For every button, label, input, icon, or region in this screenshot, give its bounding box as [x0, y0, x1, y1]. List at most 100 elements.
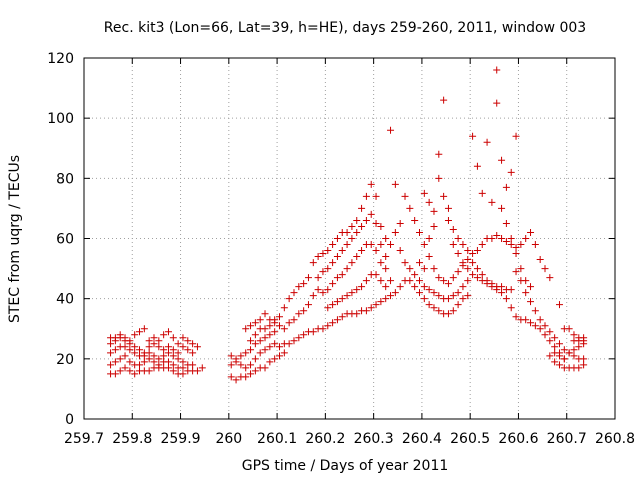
data-point [454, 268, 462, 276]
data-point [493, 66, 501, 74]
data-point [411, 271, 419, 279]
data-point [314, 274, 322, 282]
data-point [377, 241, 385, 249]
data-point [300, 331, 308, 339]
data-point [502, 295, 510, 303]
data-point [164, 349, 172, 357]
data-point [150, 358, 158, 366]
data-point [478, 241, 486, 249]
data-point [145, 355, 153, 363]
data-point [348, 259, 356, 267]
data-point [560, 355, 568, 363]
data-point [541, 265, 549, 273]
data-point [145, 337, 153, 345]
data-point [247, 346, 255, 354]
data-point [541, 331, 549, 339]
data-point [333, 316, 341, 324]
data-point [116, 355, 124, 363]
x-axis: 259.7 259.8 259.9 260 260.1 260.2 260.3 260.4 26… [64, 58, 635, 447]
data-point [309, 328, 317, 336]
data-point [319, 250, 327, 258]
data-point [121, 364, 129, 372]
data-point [131, 331, 139, 339]
data-point [382, 295, 390, 303]
data-point [179, 334, 187, 342]
y-axis: 0 20 40 60 80 100 120 [47, 51, 615, 428]
data-point [319, 289, 327, 297]
data-point [136, 346, 144, 354]
x-tick-label: 259.9 [160, 431, 200, 447]
data-point [420, 189, 428, 197]
data-point [324, 247, 332, 255]
data-point [169, 367, 177, 375]
data-point [116, 331, 124, 339]
data-point [473, 247, 481, 255]
data-point [353, 228, 361, 236]
data-point [478, 277, 486, 285]
data-point [372, 271, 380, 279]
data-point [309, 292, 317, 300]
data-point [251, 340, 259, 348]
data-point [488, 198, 496, 206]
data-point [174, 340, 182, 348]
y-tick-label: 20 [56, 352, 74, 368]
data-point [454, 301, 462, 309]
data-point [570, 337, 578, 345]
data-point [551, 349, 559, 357]
data-point [261, 325, 269, 333]
data-point [329, 301, 337, 309]
data-point [444, 216, 452, 224]
data-points [107, 66, 588, 384]
data-point [449, 274, 457, 282]
data-point [136, 328, 144, 336]
data-point [140, 358, 148, 366]
x-tick-label: 260.8 [595, 431, 635, 447]
data-point [266, 331, 274, 339]
data-point [493, 286, 501, 294]
data-point [507, 304, 515, 312]
data-point [478, 189, 486, 197]
data-point [367, 210, 375, 218]
data-point [469, 132, 477, 140]
data-point [517, 241, 525, 249]
data-point [276, 352, 284, 360]
data-point [459, 241, 467, 249]
data-point [155, 337, 163, 345]
data-point [189, 361, 197, 369]
data-point [512, 268, 520, 276]
data-point [527, 319, 535, 327]
y-tick-label: 80 [56, 171, 74, 187]
data-point [285, 319, 293, 327]
x-tick-label: 259.7 [64, 431, 104, 447]
data-point [372, 247, 380, 255]
data-point [372, 192, 380, 200]
data-point [555, 352, 563, 360]
x-tick-label: 260.7 [547, 431, 587, 447]
data-point [261, 364, 269, 372]
data-point [179, 370, 187, 378]
data-point [435, 292, 443, 300]
data-point [425, 253, 433, 261]
data-point [464, 256, 472, 264]
data-point [242, 364, 250, 372]
data-point [247, 361, 255, 369]
data-point [348, 289, 356, 297]
data-point [276, 313, 284, 321]
data-point [131, 349, 139, 357]
data-point [406, 265, 414, 273]
x-tick-label: 260.6 [498, 431, 538, 447]
data-point [131, 343, 139, 351]
data-point [280, 325, 288, 333]
data-point [493, 99, 501, 107]
data-point [290, 289, 298, 297]
data-point [415, 289, 423, 297]
data-point [140, 349, 148, 357]
data-point [329, 241, 337, 249]
data-point [512, 250, 520, 258]
data-point [512, 132, 520, 140]
data-point [546, 352, 554, 360]
data-point [469, 271, 477, 279]
data-point [580, 355, 588, 363]
data-point [575, 343, 583, 351]
data-point [362, 216, 370, 224]
